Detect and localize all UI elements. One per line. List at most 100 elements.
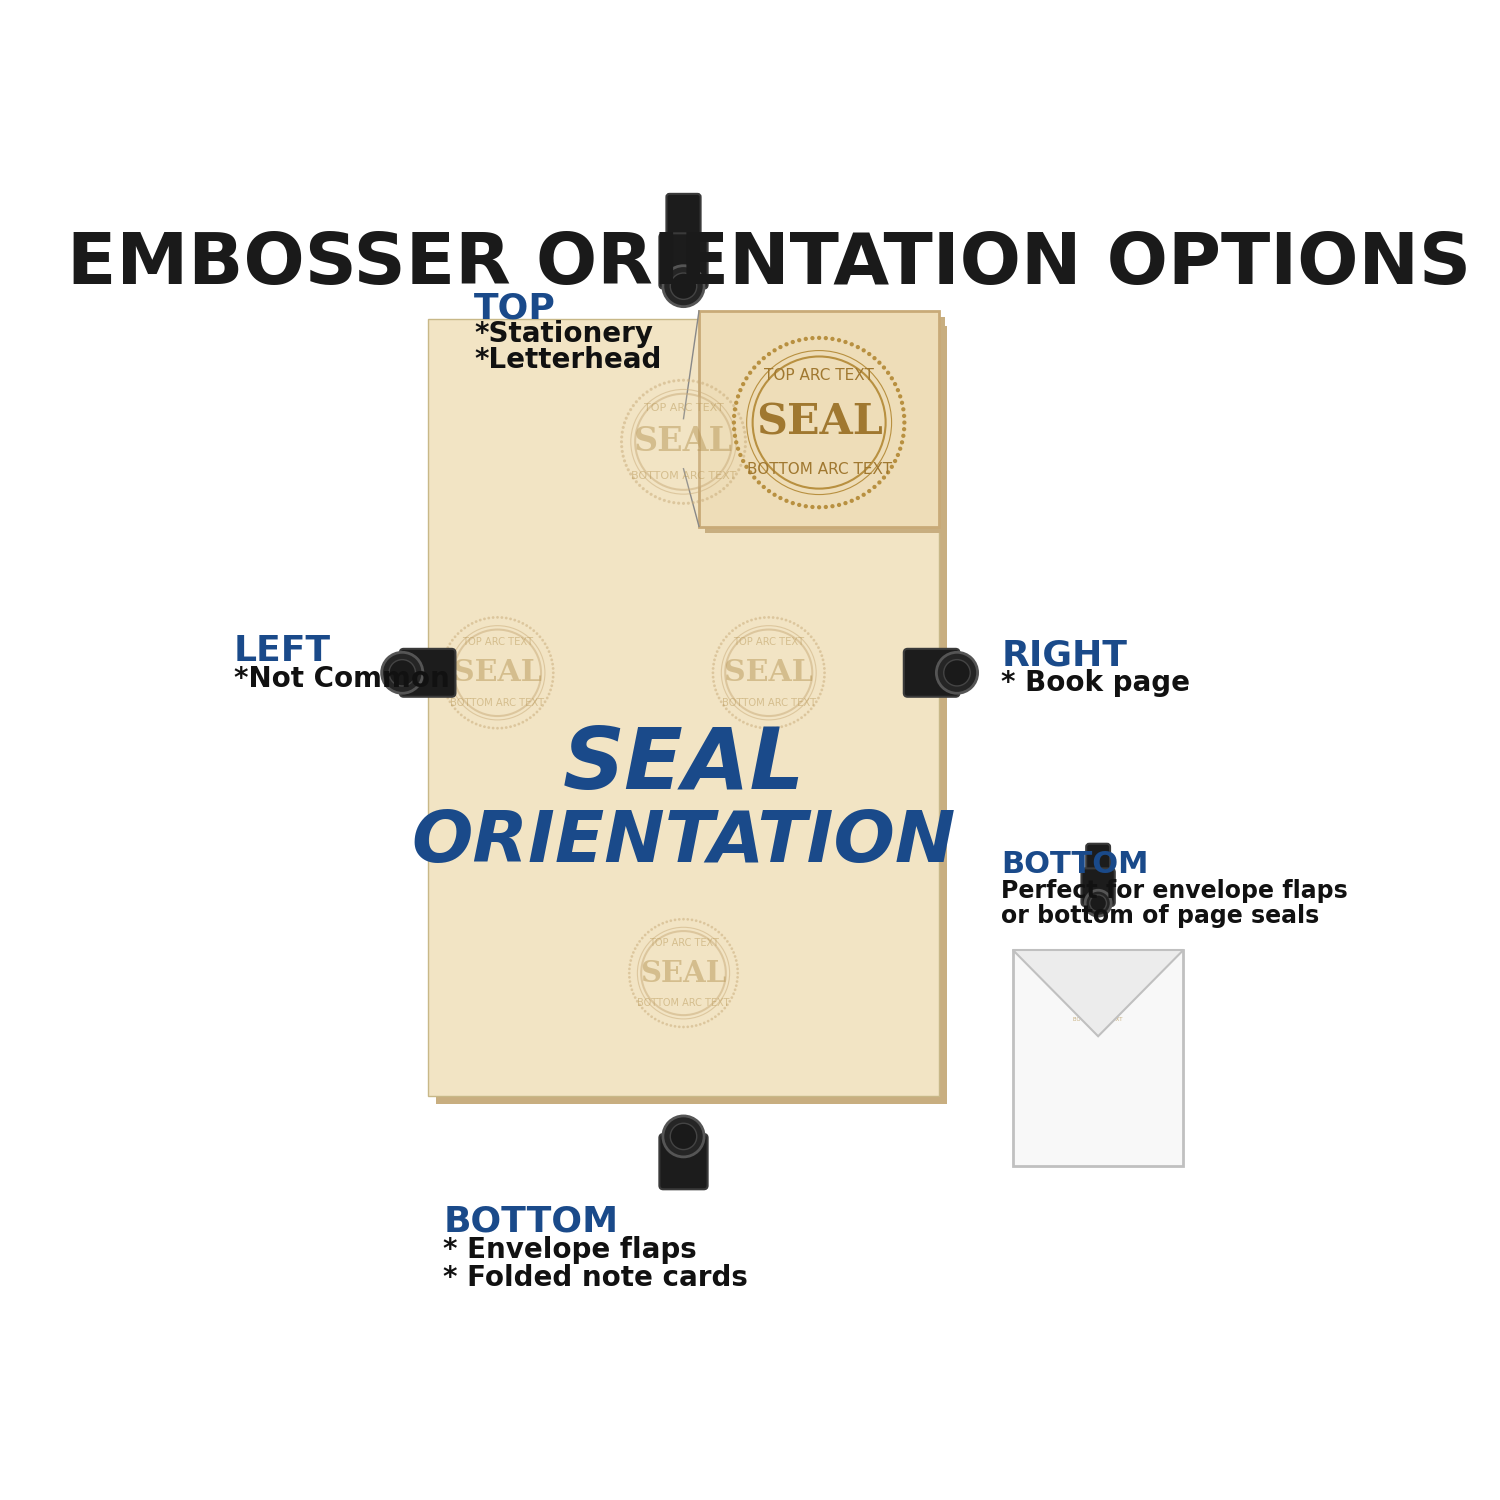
Circle shape <box>771 726 774 729</box>
Circle shape <box>687 1026 688 1028</box>
Circle shape <box>538 708 542 710</box>
Circle shape <box>804 504 808 509</box>
Circle shape <box>778 345 783 350</box>
Circle shape <box>821 688 824 692</box>
Circle shape <box>621 426 626 429</box>
Circle shape <box>542 704 544 706</box>
Circle shape <box>784 724 788 728</box>
Circle shape <box>744 376 748 381</box>
Circle shape <box>442 654 446 657</box>
Circle shape <box>824 676 827 678</box>
Circle shape <box>822 684 825 687</box>
Circle shape <box>705 496 710 501</box>
Text: SEAL: SEAL <box>453 658 542 687</box>
Circle shape <box>654 1017 657 1020</box>
Circle shape <box>729 1000 730 1002</box>
Text: TOP ARC TEXT: TOP ARC TEXT <box>462 638 532 648</box>
Circle shape <box>768 728 770 729</box>
Circle shape <box>452 639 454 642</box>
Circle shape <box>873 484 876 489</box>
Circle shape <box>711 926 712 928</box>
Circle shape <box>658 496 662 501</box>
Circle shape <box>632 951 634 954</box>
Circle shape <box>736 972 740 975</box>
Circle shape <box>552 672 555 674</box>
Circle shape <box>694 1024 698 1028</box>
Circle shape <box>740 417 742 420</box>
Circle shape <box>669 1024 672 1028</box>
Circle shape <box>638 484 640 488</box>
Circle shape <box>796 624 800 627</box>
Circle shape <box>525 624 528 627</box>
Circle shape <box>663 1116 704 1156</box>
Circle shape <box>766 489 771 494</box>
Circle shape <box>722 704 724 706</box>
Circle shape <box>628 972 630 975</box>
Circle shape <box>1076 981 1120 1026</box>
Circle shape <box>478 618 482 621</box>
Circle shape <box>627 413 630 416</box>
Circle shape <box>796 718 800 722</box>
Circle shape <box>518 723 520 726</box>
Circle shape <box>720 642 723 645</box>
Circle shape <box>861 492 865 496</box>
Circle shape <box>444 693 447 696</box>
Circle shape <box>471 622 474 626</box>
Text: BOTTOM ARC TEXT: BOTTOM ARC TEXT <box>722 699 816 708</box>
Circle shape <box>746 620 748 622</box>
Circle shape <box>748 470 753 474</box>
Circle shape <box>705 384 710 387</box>
Circle shape <box>729 944 730 946</box>
Circle shape <box>546 646 549 650</box>
Circle shape <box>890 376 894 381</box>
Circle shape <box>476 723 477 726</box>
Circle shape <box>752 476 756 480</box>
Circle shape <box>711 668 714 670</box>
Circle shape <box>442 688 446 692</box>
Circle shape <box>898 447 903 452</box>
Circle shape <box>735 958 738 962</box>
Circle shape <box>902 406 906 411</box>
Circle shape <box>441 663 444 666</box>
Circle shape <box>741 382 746 386</box>
Circle shape <box>822 658 825 662</box>
Circle shape <box>722 393 726 396</box>
Circle shape <box>896 388 900 393</box>
Circle shape <box>855 345 859 350</box>
Text: TOP ARC TEXT: TOP ARC TEXT <box>734 638 804 648</box>
Circle shape <box>711 1017 712 1020</box>
Circle shape <box>657 924 660 927</box>
Circle shape <box>732 404 735 406</box>
Text: SEAL: SEAL <box>562 723 804 807</box>
Circle shape <box>663 381 666 386</box>
Circle shape <box>735 984 738 987</box>
Circle shape <box>855 496 859 500</box>
Circle shape <box>878 360 882 364</box>
Circle shape <box>711 672 714 674</box>
Circle shape <box>734 440 738 444</box>
Circle shape <box>634 948 636 950</box>
Circle shape <box>621 450 624 453</box>
Circle shape <box>654 495 657 498</box>
Circle shape <box>819 693 822 696</box>
Circle shape <box>813 639 816 642</box>
Circle shape <box>837 503 842 507</box>
Circle shape <box>488 616 490 620</box>
Circle shape <box>690 1024 693 1028</box>
FancyBboxPatch shape <box>435 327 946 1104</box>
Circle shape <box>682 378 686 381</box>
Circle shape <box>744 435 747 438</box>
Circle shape <box>456 711 459 714</box>
Circle shape <box>696 500 699 502</box>
Circle shape <box>900 440 904 444</box>
Circle shape <box>821 654 824 657</box>
Circle shape <box>460 714 462 717</box>
Circle shape <box>824 672 827 674</box>
Circle shape <box>764 726 766 729</box>
Circle shape <box>822 680 825 682</box>
Circle shape <box>728 711 730 714</box>
FancyBboxPatch shape <box>660 1134 708 1190</box>
Circle shape <box>796 503 801 507</box>
Circle shape <box>714 494 717 496</box>
Circle shape <box>735 472 738 476</box>
